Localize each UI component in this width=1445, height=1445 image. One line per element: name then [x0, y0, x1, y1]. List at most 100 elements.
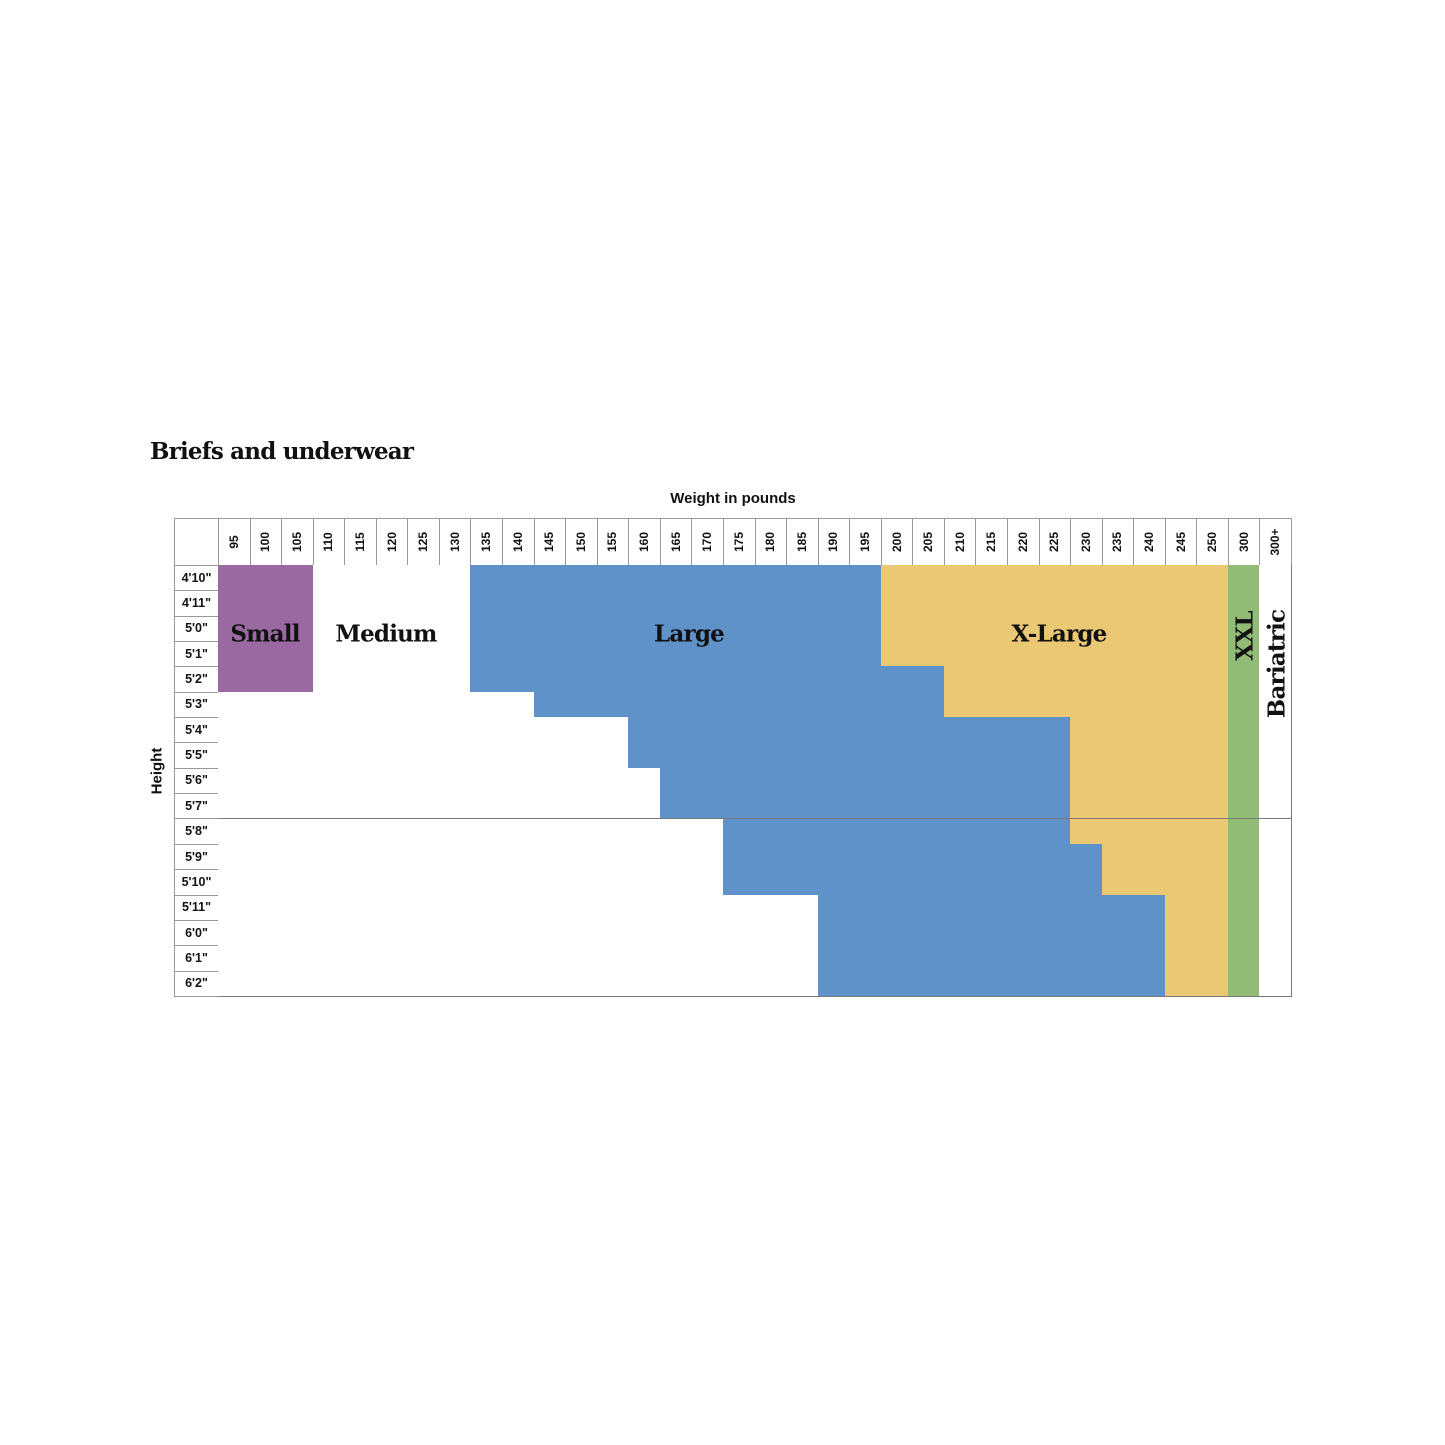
cell-medium [502, 919, 535, 947]
cell-large [754, 615, 788, 643]
x-tick-text: 235 [1110, 531, 1125, 553]
zone-label-small: Small [230, 620, 300, 648]
cell-medium [249, 919, 283, 947]
cell-medium [281, 970, 314, 997]
cell-large [849, 970, 882, 997]
y-tick-label: 5'8" [174, 818, 219, 845]
cell-x-large [1133, 717, 1166, 744]
cell-large [1007, 970, 1040, 997]
cell-large [691, 767, 724, 795]
cell-large [565, 565, 598, 592]
cell-medium [533, 970, 567, 997]
cell-large [786, 818, 819, 845]
cell-x-large [943, 615, 977, 643]
cell-large [786, 793, 819, 820]
x-tick-text: 135 [479, 531, 494, 553]
cell-x-large [975, 615, 1008, 643]
cell-medium [375, 767, 409, 795]
cell-x-large [1070, 691, 1103, 719]
cell-large [754, 641, 788, 668]
cell-large [691, 793, 724, 820]
cell-large [880, 894, 914, 921]
cell-large [754, 818, 788, 845]
cell-large [817, 641, 851, 668]
x-tick-label: 140 [502, 518, 535, 566]
cell-medium [407, 894, 440, 921]
cell-large [817, 894, 851, 921]
cell-large [943, 793, 977, 820]
cell-large [880, 869, 914, 896]
cell-large [691, 717, 724, 744]
cell-medium [407, 945, 440, 972]
cell-x-large [1196, 666, 1229, 693]
x-tick-label: 245 [1164, 518, 1198, 566]
cell-x-large [975, 666, 1008, 693]
zone-label-medium: Medium [335, 620, 437, 648]
x-tick-label: 135 [470, 518, 504, 566]
cell-medium [344, 919, 377, 947]
cell-large [912, 767, 945, 795]
cell-medium [407, 843, 440, 871]
cell-x-large [1164, 919, 1198, 947]
y-tick-label: 5'9" [174, 843, 219, 871]
cell-x-large [1038, 666, 1072, 693]
cell-large [975, 970, 1008, 997]
cell-large [1007, 717, 1040, 744]
cell-medium [312, 565, 346, 592]
x-tick-text: 300+ [1268, 528, 1283, 556]
cell-medium [407, 565, 440, 592]
cell-large [975, 767, 1008, 795]
cell-x-large [1101, 666, 1135, 693]
cell-medium [375, 894, 409, 921]
cell-x-large [1196, 767, 1229, 795]
cell-large [912, 945, 945, 972]
cell-medium [312, 919, 346, 947]
cell-x-large [1007, 691, 1040, 719]
cell-medium [218, 894, 251, 921]
cell-large [1038, 970, 1072, 997]
cell-medium [596, 843, 630, 871]
cell-large [502, 590, 535, 617]
cell-medium [691, 970, 724, 997]
cell-large [817, 843, 851, 871]
cell-x-large [880, 641, 914, 668]
cell-large [1007, 793, 1040, 820]
x-tick-label: 150 [565, 518, 598, 566]
cell-medium [438, 666, 472, 693]
cell-large [722, 691, 756, 719]
cell-large [817, 793, 851, 820]
x-tick-label: 185 [786, 518, 819, 566]
cell-medium [218, 818, 251, 845]
cell-x-large [1196, 818, 1229, 845]
cell-large [565, 666, 598, 693]
cell-large [817, 615, 851, 643]
cell-medium [565, 945, 598, 972]
cell-large [533, 615, 567, 643]
cell-medium [281, 717, 314, 744]
cell-x-large [1196, 717, 1229, 744]
x-tick-text: 130 [447, 531, 462, 553]
cell-medium [407, 717, 440, 744]
cell-small [281, 565, 314, 592]
cell-medium [344, 717, 377, 744]
cell-x-large [1133, 767, 1166, 795]
cell-x-large [1038, 691, 1072, 719]
x-tick-label: 115 [344, 518, 377, 566]
cell-x-large [1164, 691, 1198, 719]
cell-large [659, 565, 693, 592]
cell-bariatric [1259, 767, 1293, 795]
cell-medium [249, 970, 283, 997]
cell-medium [344, 767, 377, 795]
cell-medium [628, 793, 661, 820]
y-tick-label: 5'11" [174, 894, 219, 921]
cell-large [502, 666, 535, 693]
cell-medium [218, 945, 251, 972]
cell-large [786, 717, 819, 744]
cell-x-large [1101, 565, 1135, 592]
x-tick-text: 210 [952, 531, 967, 553]
cell-x-large [975, 641, 1008, 668]
cell-large [1038, 717, 1072, 744]
cell-medium [281, 691, 314, 719]
cell-medium [659, 843, 693, 871]
cell-large [1007, 843, 1040, 871]
